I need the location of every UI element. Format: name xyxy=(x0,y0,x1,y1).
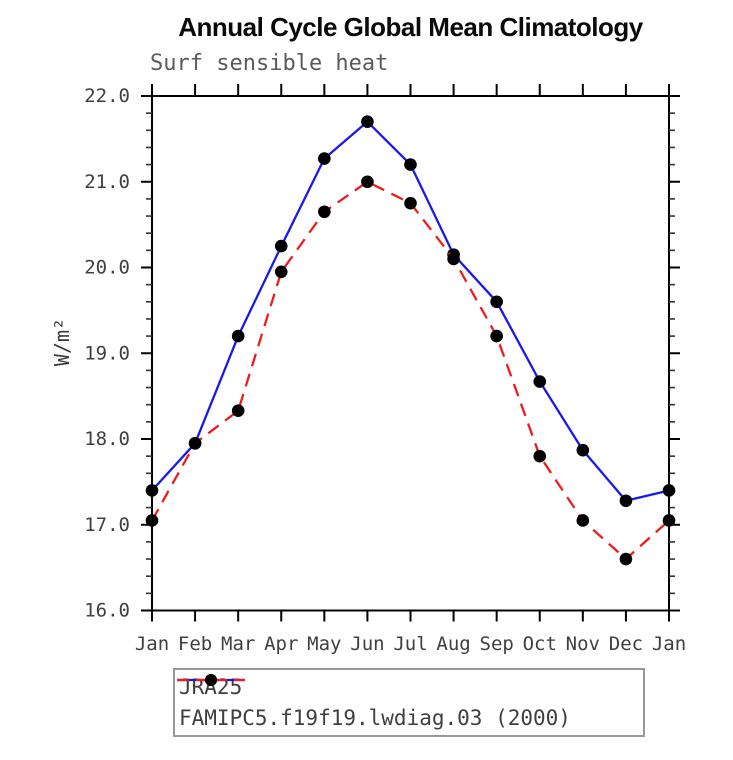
x-axis-tick-label: Sep xyxy=(480,633,514,655)
legend-dot xyxy=(205,674,217,686)
x-axis-tick-label: Jan xyxy=(652,633,686,655)
data-point-dot xyxy=(361,115,374,129)
series-line-1 xyxy=(150,180,670,561)
x-axis-tick-label: Oct xyxy=(523,633,557,655)
y-axis-tick-label: 17.0 xyxy=(84,514,130,536)
data-point-dot xyxy=(662,514,676,527)
y-axis-tick-label: 20.0 xyxy=(84,257,130,279)
legend-item: JRA25 xyxy=(177,673,643,701)
x-axis-tick-label: Mar xyxy=(221,633,255,655)
x-axis-tick-label: Dec xyxy=(609,633,643,655)
data-point-dot xyxy=(404,196,417,210)
data-point-dot xyxy=(361,175,374,189)
data-point-dot xyxy=(274,265,288,279)
data-point-dot xyxy=(274,239,288,253)
x-axis-tick-label: Feb xyxy=(178,633,212,655)
data-point-dot xyxy=(231,404,245,418)
data-point-dot xyxy=(533,449,547,463)
legend-label: JRA25 xyxy=(179,675,243,699)
data-point-dot xyxy=(188,436,202,450)
chart-title: Annual Cycle Global Mean Climatology xyxy=(178,12,643,42)
y-axis-tick-label: 21.0 xyxy=(84,171,130,193)
x-axis-tick-label: Jun xyxy=(350,633,384,655)
data-point-dot xyxy=(490,329,503,343)
data-point-dot xyxy=(318,205,331,219)
x-axis-tick-label: Nov xyxy=(566,633,600,655)
x-axis-tick-label: Jan xyxy=(135,633,169,655)
data-point-dot xyxy=(662,484,676,497)
data-point-dot xyxy=(404,158,417,171)
x-axis-tick-label: May xyxy=(307,633,341,655)
data-point-dot xyxy=(576,443,590,457)
data-point-dot xyxy=(619,494,633,508)
series-line-0 xyxy=(151,120,670,502)
data-point-dot xyxy=(576,514,590,527)
x-axis-tick-label: Apr xyxy=(264,633,298,655)
data-point-dot xyxy=(145,484,159,497)
data-point-dot xyxy=(447,252,460,266)
legend-line-sample xyxy=(177,674,245,686)
data-point-dot xyxy=(490,295,503,309)
legend-label: FAMIPC5.f19f19.lwdiag.03 (2000) xyxy=(179,706,571,730)
data-point-dot xyxy=(619,552,633,566)
y-axis-tick-label: 19.0 xyxy=(84,342,130,364)
chart-subtitle: Surf sensible heat xyxy=(150,51,389,76)
legend-item: FAMIPC5.f19f19.lwdiag.03 (2000) xyxy=(177,674,643,732)
x-axis-tick-label: Jul xyxy=(393,633,427,655)
x-axis-tick-label: Aug xyxy=(436,633,470,655)
y-axis-tick-label: 22.0 xyxy=(84,85,130,107)
data-point-dot xyxy=(231,329,245,343)
data-point-dot xyxy=(318,152,331,165)
data-point-dot xyxy=(145,514,159,527)
y-axis-tick-label: 18.0 xyxy=(84,428,130,450)
plot-frame xyxy=(151,95,670,612)
data-point-dot xyxy=(533,375,547,388)
y-axis-tick-label: 16.0 xyxy=(84,600,130,622)
legend-box: JRA25 FAMIPC5.f19f19.lwdiag.03 (2000) xyxy=(173,668,645,737)
